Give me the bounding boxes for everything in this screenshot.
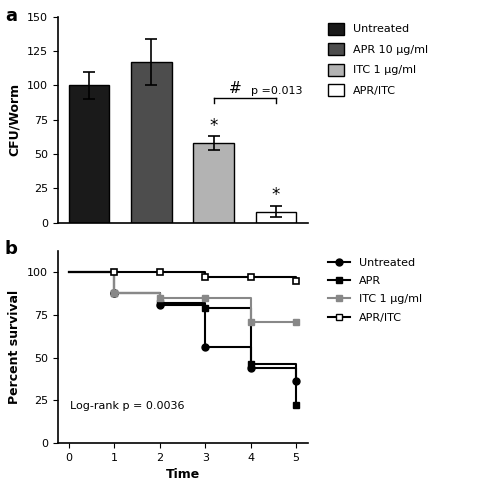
Text: *: * [210,117,218,135]
Bar [256,212,296,223]
X-axis label: Time: Time [166,468,200,479]
Text: b: b [5,240,18,258]
Text: *: * [272,185,280,204]
Bar [69,85,110,223]
Text: Log-rank p = 0.0036: Log-rank p = 0.0036 [70,400,184,411]
Bar [131,62,172,223]
Legend: Untreated, APR, ITC 1 μg/ml, APR/ITC: Untreated, APR, ITC 1 μg/ml, APR/ITC [323,253,426,327]
Text: p =0.013: p =0.013 [251,86,302,96]
Text: #: # [229,81,242,96]
Bar [194,143,234,223]
Y-axis label: CFU/Worm: CFU/Worm [8,83,21,156]
Text: a: a [5,7,17,25]
Legend: Untreated, APR 10 μg/ml, ITC 1 μg/ml, APR/ITC: Untreated, APR 10 μg/ml, ITC 1 μg/ml, AP… [323,18,432,101]
Y-axis label: Percent survival: Percent survival [8,290,21,404]
